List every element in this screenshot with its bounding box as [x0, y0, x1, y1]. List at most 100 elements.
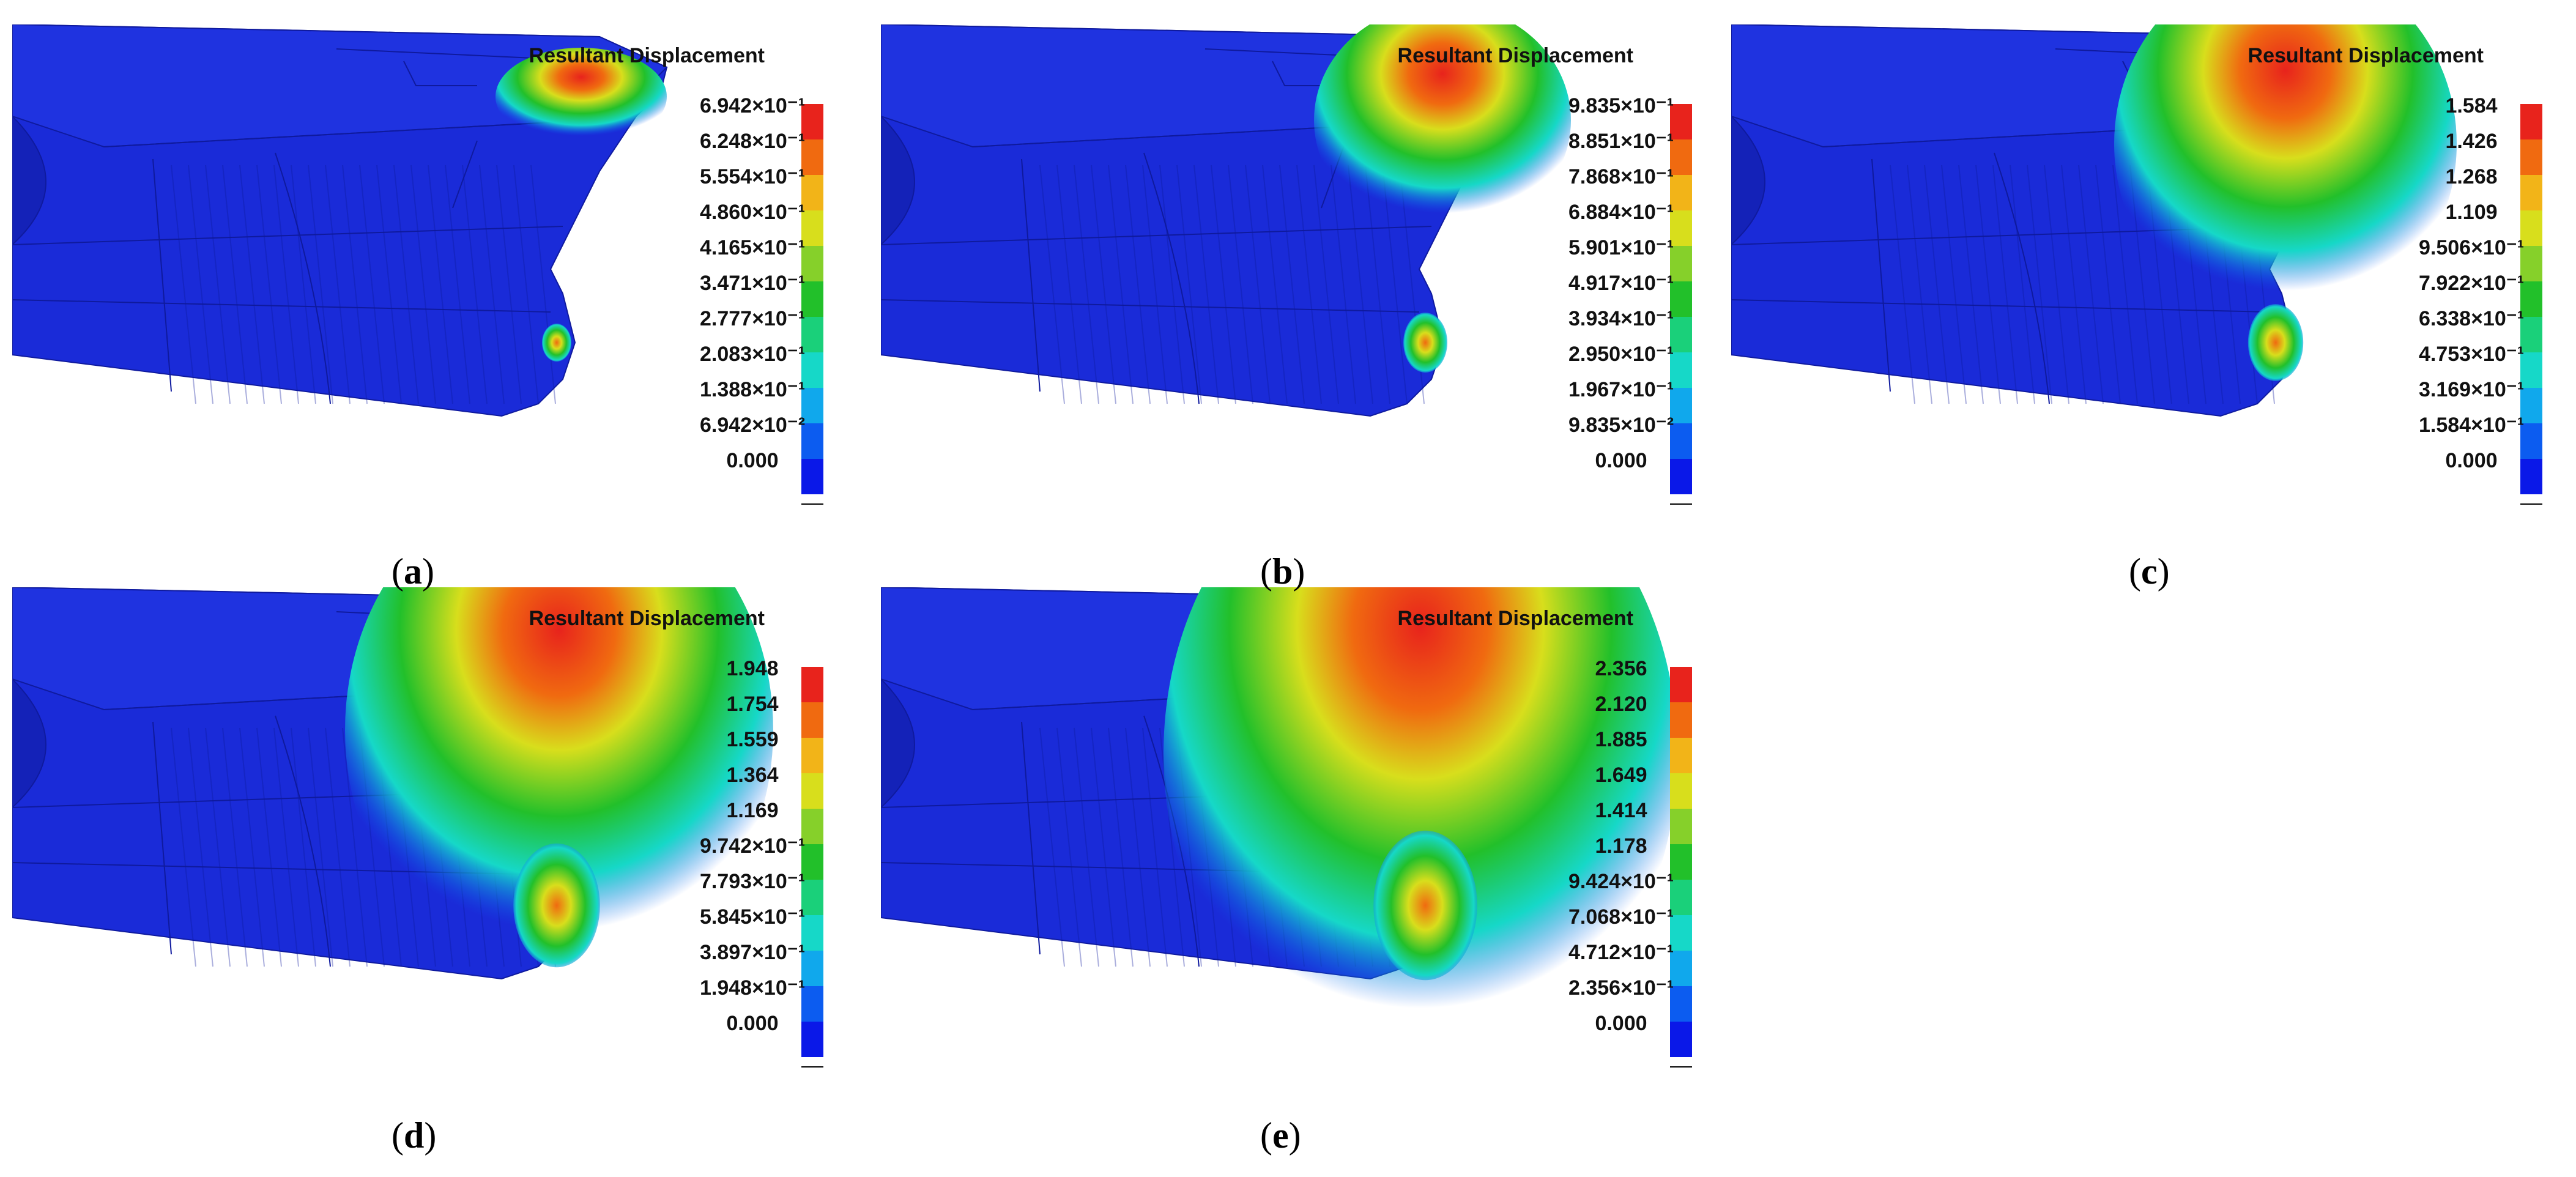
- caption-a: (a): [392, 551, 434, 592]
- legend-swatch: [1670, 175, 1692, 210]
- legend-swatch: [801, 246, 823, 281]
- legend-label: 1.584×10⁻¹: [2419, 414, 2524, 437]
- legend-label: 4.165×10⁻¹: [700, 236, 805, 259]
- caption-letter-b: b: [1272, 551, 1293, 592]
- legend-swatch: [1670, 702, 1692, 738]
- legend-label: 6.942×10⁻¹: [700, 94, 805, 117]
- legend-title: Resultant Displacement: [1398, 44, 1633, 67]
- legend-title: Resultant Displacement: [529, 44, 765, 67]
- legend-label: 0.000: [1595, 449, 1647, 472]
- legend-swatch: [2520, 317, 2542, 352]
- legend-label: 3.934×10⁻¹: [1568, 307, 1674, 330]
- legend-swatch: [801, 1022, 823, 1057]
- legend-swatch: [801, 139, 823, 175]
- legend-label: 4.712×10⁻¹: [1568, 941, 1674, 964]
- legend-swatch: [801, 880, 823, 915]
- legend-swatch: [1670, 139, 1692, 175]
- legend-label: 0.000: [726, 1012, 778, 1035]
- legend-swatch: [1670, 317, 1692, 352]
- hull-cutout: [12, 115, 46, 246]
- legend-label: 1.364: [726, 763, 778, 787]
- legend-swatch: [2520, 246, 2542, 281]
- legend-label: 0.000: [1595, 1012, 1647, 1035]
- legend-swatch: [1670, 667, 1692, 702]
- legend-label: 5.845×10⁻¹: [700, 905, 805, 929]
- legend-label: 0.000: [2445, 449, 2497, 472]
- legend-swatch: [1670, 210, 1692, 246]
- lower-hotspot: [2248, 304, 2304, 381]
- caption-letter-e: e: [1272, 1115, 1289, 1156]
- legend-swatch: [1670, 773, 1692, 809]
- legend-swatch: [1670, 915, 1692, 951]
- legend-label: 4.860×10⁻¹: [700, 201, 805, 224]
- legend-label: 1.414: [1595, 799, 1647, 822]
- hull-cutout: [881, 115, 915, 246]
- legend-label: 5.554×10⁻¹: [700, 165, 805, 188]
- legend: Resultant Displacement 6.942×10⁻¹ 6.248×10…: [529, 44, 823, 505]
- legend-swatch: [2520, 139, 2542, 175]
- legend-swatch: [1670, 246, 1692, 281]
- legend-swatch: [1670, 1022, 1692, 1057]
- caption-e: (e): [1260, 1115, 1301, 1156]
- legend-title: Resultant Displacement: [1398, 607, 1633, 630]
- legend-label: 1.388×10⁻¹: [700, 378, 805, 401]
- legend-swatch: [2520, 210, 2542, 246]
- legend-swatch: [801, 986, 823, 1022]
- legend-swatch: [1670, 423, 1692, 459]
- legend-swatch: [801, 459, 823, 494]
- caption-letter-a: a: [403, 551, 422, 592]
- legend-label: 7.922×10⁻¹: [2419, 272, 2524, 295]
- legend-label: 5.901×10⁻¹: [1568, 236, 1674, 259]
- legend-label: 3.897×10⁻¹: [700, 941, 805, 964]
- legend-label: 1.885: [1595, 728, 1647, 751]
- upper-hotspot: [2114, 24, 2457, 327]
- legend-label: 7.068×10⁻¹: [1568, 905, 1674, 929]
- legend-label: 3.471×10⁻¹: [700, 272, 805, 295]
- legend-swatch: [801, 702, 823, 738]
- caption-b: (b): [1260, 551, 1305, 592]
- legend-label: 1.754: [726, 692, 778, 716]
- contour-plot-b: Resultant Displacement 9.835×10⁻¹ 8.851×10…: [881, 24, 1692, 505]
- legend-label: 8.851×10⁻¹: [1568, 130, 1674, 153]
- legend-swatch: [1670, 738, 1692, 773]
- legend-swatch: [2520, 281, 2542, 317]
- legend-swatch: [2520, 388, 2542, 423]
- upper-hotspot: [496, 48, 667, 146]
- legend-label: 6.942×10⁻²: [700, 414, 805, 437]
- legend-swatch: [801, 352, 823, 388]
- legend-swatch: [1670, 951, 1692, 986]
- contour-plot-c: Resultant Displacement 1.584 1.426 1.268 1.1…: [1731, 24, 2542, 505]
- legend-swatch: [801, 210, 823, 246]
- legend-label: 2.120: [1595, 692, 1647, 716]
- legend-swatch: [801, 773, 823, 809]
- legend-label: 4.753×10⁻¹: [2419, 343, 2524, 366]
- legend-swatch: [1670, 388, 1692, 423]
- legend-swatch: [2520, 104, 2542, 139]
- upper-hotspot: [1314, 24, 1571, 237]
- panel-c: Resultant Displacement 1.584 1.426 1.268 1.1…: [1731, 24, 2545, 526]
- legend-label: 2.950×10⁻¹: [1568, 343, 1674, 366]
- displacement-hotspots: [1164, 587, 1677, 1072]
- legend-label: 1.649: [1595, 763, 1647, 787]
- legend-label: 6.884×10⁻¹: [1568, 201, 1674, 224]
- legend-swatch: [1670, 352, 1692, 388]
- legend-label: 1.268: [2445, 165, 2497, 188]
- legend-title: Resultant Displacement: [2248, 44, 2484, 67]
- caption-d: (d): [392, 1115, 437, 1156]
- legend-swatch: [801, 104, 823, 139]
- legend-swatch: [801, 951, 823, 986]
- contour-plot-d: Resultant Displacement 1.948 1.754 1.559 1.3…: [12, 587, 823, 1067]
- lower-hotspot: [513, 843, 600, 968]
- panel-d: Resultant Displacement 1.948 1.754 1.559 1.3…: [12, 587, 826, 1089]
- legend-label: 3.169×10⁻¹: [2419, 378, 2524, 401]
- panel-a: Resultant Displacement 6.942×10⁻¹ 6.248×10…: [12, 24, 826, 526]
- lower-hotspot: [542, 324, 571, 362]
- legend-label: 2.356: [1595, 657, 1647, 680]
- legend-label: 2.777×10⁻¹: [700, 307, 805, 330]
- legend-label: 1.948×10⁻¹: [700, 976, 805, 1000]
- legend: Resultant Displacement 1.584 1.426 1.268 1.1…: [2248, 44, 2542, 505]
- legend-swatch: [801, 738, 823, 773]
- panel-e: Resultant Displacement 2.356 2.120 1.885 1.6…: [881, 587, 1694, 1089]
- contour-plot-e: Resultant Displacement 2.356 2.120 1.885 1.6…: [881, 587, 1692, 1072]
- legend-swatch: [1670, 986, 1692, 1022]
